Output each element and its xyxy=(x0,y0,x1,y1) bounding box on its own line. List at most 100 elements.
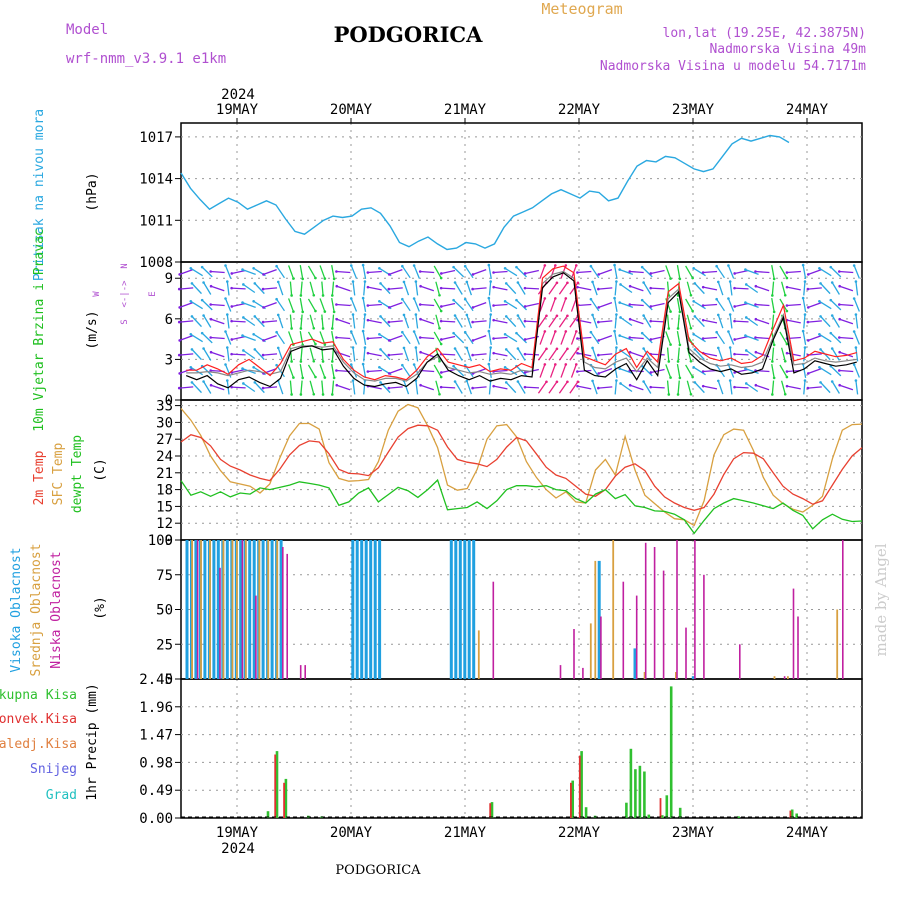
wind-units: (m/s) xyxy=(85,310,100,349)
cloud-mid-bar xyxy=(836,609,839,679)
wind-arrow-head xyxy=(412,330,416,333)
wind-arrow xyxy=(420,336,435,340)
cloud-high-bar xyxy=(364,540,368,679)
wind-arrow xyxy=(819,366,832,376)
wind-arrow-head xyxy=(576,384,579,388)
wind-arrow xyxy=(210,384,225,391)
wind-arrow xyxy=(677,314,680,329)
wind-arrow xyxy=(717,281,724,296)
wind-arrow xyxy=(598,320,613,323)
wind-arrow-head xyxy=(516,281,520,284)
cloud-high-bar xyxy=(355,540,359,679)
wind-arrow-head xyxy=(312,326,316,330)
wind-arrow-head xyxy=(321,393,325,396)
wind-arrow-head xyxy=(754,350,758,354)
wind-arrow-head xyxy=(838,317,841,321)
wind-arrow-head xyxy=(332,277,336,281)
temp-sfc-line xyxy=(180,403,863,527)
wind-arrow-head xyxy=(576,370,579,373)
wind-arrow xyxy=(517,381,526,394)
wind-arrow-head xyxy=(754,303,757,306)
wind-arrow xyxy=(614,380,618,395)
wind-arrow-head xyxy=(252,365,255,369)
wind-arrow-head xyxy=(225,313,229,316)
wind-arrow-head xyxy=(701,271,705,274)
wind-arrow-head xyxy=(275,330,278,334)
wind-arrow xyxy=(808,334,822,342)
wind-arrow xyxy=(420,303,435,307)
wind-arrow xyxy=(620,283,633,294)
y-axis-5: 0.00 0.49 0.98 1.47 1.96 2.45 xyxy=(139,672,862,827)
wind-arrow-head xyxy=(783,392,787,396)
wind-arrow-head xyxy=(261,320,265,324)
precip-total-bar xyxy=(584,807,588,818)
wind-arrow xyxy=(179,334,194,342)
wind-arrow-head xyxy=(261,353,265,357)
cloud-high-label: Visoka Oblacnost xyxy=(9,547,24,672)
wind-arrow-head xyxy=(471,306,475,309)
wind-arrow xyxy=(352,380,356,395)
wind-arrow xyxy=(276,298,285,312)
wind-arrow-head xyxy=(335,369,338,372)
wind-arrow-head xyxy=(771,393,774,396)
wind-arrow xyxy=(517,315,526,328)
wind-arrow-head xyxy=(321,327,325,330)
precip-units: 1hr Precip (mm) xyxy=(85,683,100,800)
wind-arrow xyxy=(362,363,367,379)
panels: 1008101110141017036991215182124273033025… xyxy=(139,122,863,827)
wind-arrow-head xyxy=(230,338,234,341)
wind-arrow xyxy=(734,269,749,275)
wind-arrow-head xyxy=(785,285,789,289)
bottom-day-label: 23MAY xyxy=(672,825,715,841)
wind-arrow-head xyxy=(613,263,616,267)
wind-arrow-head xyxy=(669,310,672,313)
wind-arrow xyxy=(435,281,441,296)
wind-arrow-head xyxy=(202,281,205,284)
wind-arrow-head xyxy=(838,350,841,354)
wind-arrow xyxy=(598,367,613,375)
wind-arrow xyxy=(853,298,860,312)
wind-arrow xyxy=(226,347,230,362)
wind-arrow-head xyxy=(419,284,422,288)
wind-arrow xyxy=(231,302,246,308)
wind-arrow xyxy=(363,380,366,395)
wind-arrow xyxy=(853,364,860,378)
wind-arrow xyxy=(288,265,295,279)
wind-arrow-head xyxy=(576,351,579,355)
wind-arrow-head xyxy=(678,277,682,281)
wind-arrow-head xyxy=(667,393,671,396)
wind-arrow-head xyxy=(241,268,244,271)
wind-arrow-head xyxy=(701,384,705,388)
temp-2m-label: 2m Temp xyxy=(32,450,47,505)
wind-arrow-head xyxy=(523,286,527,290)
wind-arrow xyxy=(307,364,317,378)
wind-arrow-head xyxy=(252,299,255,303)
wind-arrow xyxy=(309,380,315,395)
wind-arrow-head xyxy=(772,310,776,314)
wind-arrow xyxy=(803,281,806,296)
wind-arrow-head xyxy=(292,376,295,379)
wind-arrow xyxy=(493,319,508,324)
wind-arrow xyxy=(388,353,403,356)
wind-arrow xyxy=(734,386,749,389)
wind-arrow-head xyxy=(276,313,280,317)
wind-arrow-head xyxy=(487,263,491,267)
wind-arrow-head xyxy=(189,299,193,303)
wind-arrow-head xyxy=(783,359,787,363)
wind-arrow-head xyxy=(818,266,821,270)
wind-arrow-head xyxy=(801,263,805,267)
wind-arrow-head xyxy=(716,313,720,317)
footer-title: PODGORICA xyxy=(335,863,421,878)
wind-arrow-head xyxy=(692,266,695,270)
wind-arrow-head xyxy=(453,347,457,350)
wind-arrow xyxy=(504,267,518,277)
wind-arrow-head xyxy=(299,393,303,396)
cloud-mid-bar xyxy=(787,676,789,679)
wind-arrow xyxy=(729,347,733,362)
wind-arrow xyxy=(839,384,854,391)
wind-arrow-head xyxy=(492,384,495,388)
wind-arrow xyxy=(839,351,854,358)
wind-arrow xyxy=(694,381,705,394)
wind-arrow-head xyxy=(331,360,334,363)
wind-arrow-head xyxy=(503,365,507,369)
